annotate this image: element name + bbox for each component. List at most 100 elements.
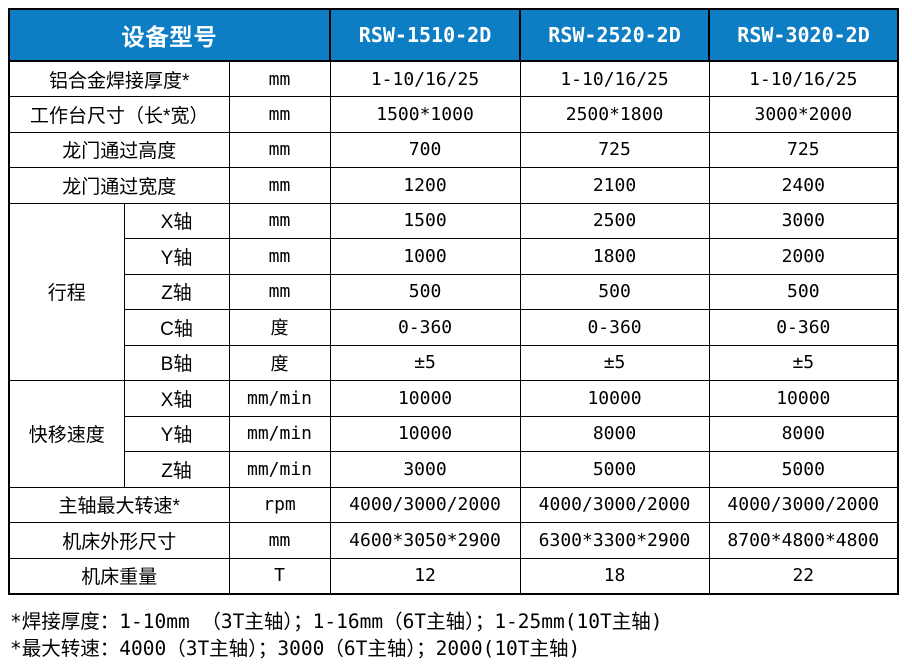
value-cell: ±5 bbox=[519, 344, 710, 381]
value-cell: 2500*1800 bbox=[519, 96, 710, 133]
row-label: 机床外形尺寸 bbox=[8, 522, 230, 559]
group-label-rapid-speed: 快移速度 bbox=[8, 380, 125, 488]
value-cell: 1-10/16/25 bbox=[708, 60, 899, 97]
table-row: 快移速度 X轴 mm/min 10000 10000 10000 bbox=[8, 380, 899, 488]
value-cell: 1200 bbox=[329, 167, 521, 204]
value-cell: 725 bbox=[708, 131, 899, 168]
value-cell: 2000 bbox=[708, 238, 899, 275]
value-cell: 3000*2000 bbox=[708, 96, 899, 133]
axis-label: B轴 bbox=[123, 344, 230, 381]
value-cell: 500 bbox=[329, 273, 521, 310]
group-label-travel: 行程 bbox=[8, 202, 125, 381]
table-row: 主轴最大转速* rpm 4000/3000/2000 4000/3000/200… bbox=[8, 486, 899, 523]
axis-label: X轴 bbox=[123, 380, 230, 417]
table-row: Y轴 mm 1000 1800 2000 bbox=[9, 238, 899, 275]
row-label: 龙门通过高度 bbox=[8, 131, 230, 168]
table-row: 机床重量 T 12 18 22 bbox=[8, 557, 899, 594]
unit-cell: mm bbox=[228, 167, 331, 204]
table-row: 工作台尺寸（长*宽） mm 1500*1000 2500*1800 3000*2… bbox=[8, 96, 899, 133]
value-cell: 1-10/16/25 bbox=[329, 60, 521, 97]
value-cell: 2400 bbox=[708, 167, 899, 204]
table-row: 铝合金焊接厚度* mm 1-10/16/25 1-10/16/25 1-10/1… bbox=[8, 60, 899, 97]
unit-cell: mm/min bbox=[228, 451, 331, 488]
row-label: 机床重量 bbox=[8, 557, 230, 594]
value-cell: 500 bbox=[519, 273, 710, 310]
value-cell: 500 bbox=[708, 273, 899, 310]
axis-label: Y轴 bbox=[123, 415, 230, 452]
unit-cell: mm bbox=[228, 60, 331, 97]
axis-label: Z轴 bbox=[123, 451, 230, 488]
value-cell: 10000 bbox=[329, 380, 521, 417]
axis-label: Z轴 bbox=[123, 273, 230, 310]
value-cell: 18 bbox=[519, 557, 710, 594]
value-cell: 4000/3000/2000 bbox=[519, 486, 710, 523]
unit-cell: mm bbox=[228, 202, 331, 239]
model-header-1: RSW-1510-2D bbox=[329, 8, 522, 62]
table-row: Z轴 mm 500 500 500 bbox=[9, 273, 899, 310]
value-cell: 1000 bbox=[329, 238, 521, 275]
value-cell: 1-10/16/25 bbox=[519, 60, 710, 97]
value-cell: 0-360 bbox=[329, 309, 521, 346]
value-cell: 3000 bbox=[329, 451, 521, 488]
value-cell: 10000 bbox=[519, 380, 710, 417]
value-cell: 700 bbox=[329, 131, 521, 168]
unit-cell: mm/min bbox=[228, 380, 331, 417]
axis-label: Y轴 bbox=[123, 238, 230, 275]
value-cell: 5000 bbox=[708, 451, 899, 488]
footnote-max-speed: *最大转速：4000（3T主轴）；3000（6T主轴）；2000(10T主轴) bbox=[10, 636, 581, 660]
value-cell: 4000/3000/2000 bbox=[329, 486, 521, 523]
unit-cell: 度 bbox=[228, 309, 331, 346]
value-cell: 725 bbox=[519, 131, 710, 168]
value-cell: 1500 bbox=[329, 202, 521, 239]
value-cell: 2500 bbox=[519, 202, 710, 239]
table-row: 龙门通过宽度 mm 1200 2100 2400 bbox=[8, 167, 899, 204]
unit-cell: mm bbox=[228, 96, 331, 133]
axis-label: C轴 bbox=[123, 309, 230, 346]
value-cell: 10000 bbox=[708, 380, 899, 417]
table-row: B轴 度 ±5 ±5 ±5 bbox=[9, 344, 899, 381]
footnote-welding-thickness: *焊接厚度：1-10mm （3T主轴）；1-16mm（6T主轴）；1-25mm(… bbox=[10, 609, 663, 633]
value-cell: 1800 bbox=[519, 238, 710, 275]
value-cell: 5000 bbox=[519, 451, 710, 488]
unit-cell: T bbox=[228, 557, 331, 594]
value-cell: 1500*1000 bbox=[329, 96, 521, 133]
value-cell: 3000 bbox=[708, 202, 899, 239]
header-row: 设备型号 RSW-1510-2D RSW-2520-2D RSW-3020-2D bbox=[7, 8, 900, 62]
model-header-3: RSW-3020-2D bbox=[708, 8, 900, 62]
value-cell: 2100 bbox=[519, 167, 710, 204]
value-cell: 0-360 bbox=[519, 309, 710, 346]
row-label: 铝合金焊接厚度* bbox=[8, 60, 230, 97]
unit-cell: mm/min bbox=[228, 415, 331, 452]
value-cell: 4000/3000/2000 bbox=[708, 486, 899, 523]
unit-cell: 度 bbox=[228, 344, 331, 381]
row-label: 龙门通过宽度 bbox=[8, 167, 230, 204]
value-cell: 8000 bbox=[519, 415, 710, 452]
table-row: Y轴 mm/min 10000 8000 8000 bbox=[9, 415, 899, 452]
value-cell: 8000 bbox=[708, 415, 899, 452]
unit-cell: mm bbox=[228, 273, 331, 310]
value-cell: ±5 bbox=[708, 344, 899, 381]
unit-cell: mm bbox=[228, 131, 331, 168]
table-row: 机床外形尺寸 mm 4600*3050*2900 6300*3300*2900 … bbox=[8, 522, 899, 559]
device-model-header: 设备型号 bbox=[7, 8, 332, 62]
table-row: Z轴 mm/min 3000 5000 5000 bbox=[9, 451, 899, 488]
model-header-2: RSW-2520-2D bbox=[519, 8, 711, 62]
unit-cell: mm bbox=[228, 238, 331, 275]
axis-label: X轴 bbox=[123, 202, 230, 239]
row-label: 主轴最大转速* bbox=[8, 486, 230, 523]
unit-cell: mm bbox=[228, 522, 331, 559]
table-row: C轴 度 0-360 0-360 0-360 bbox=[9, 309, 899, 346]
value-cell: 8700*4800*4800 bbox=[708, 522, 899, 559]
value-cell: 4600*3050*2900 bbox=[329, 522, 521, 559]
value-cell: 10000 bbox=[329, 415, 521, 452]
unit-cell: rpm bbox=[228, 486, 331, 523]
machine-spec-table: 设备型号 RSW-1510-2D RSW-2520-2D RSW-3020-2D… bbox=[7, 8, 900, 595]
value-cell: 0-360 bbox=[708, 309, 899, 346]
table-row: 龙门通过高度 mm 700 725 725 bbox=[8, 131, 899, 168]
value-cell: 12 bbox=[329, 557, 521, 594]
row-label: 工作台尺寸（长*宽） bbox=[8, 96, 230, 133]
table-row: 行程 X轴 mm 1500 2500 3000 bbox=[8, 202, 899, 381]
value-cell: 6300*3300*2900 bbox=[519, 522, 710, 559]
footnotes: *焊接厚度：1-10mm （3T主轴）；1-16mm（6T主轴）；1-25mm(… bbox=[10, 608, 904, 662]
